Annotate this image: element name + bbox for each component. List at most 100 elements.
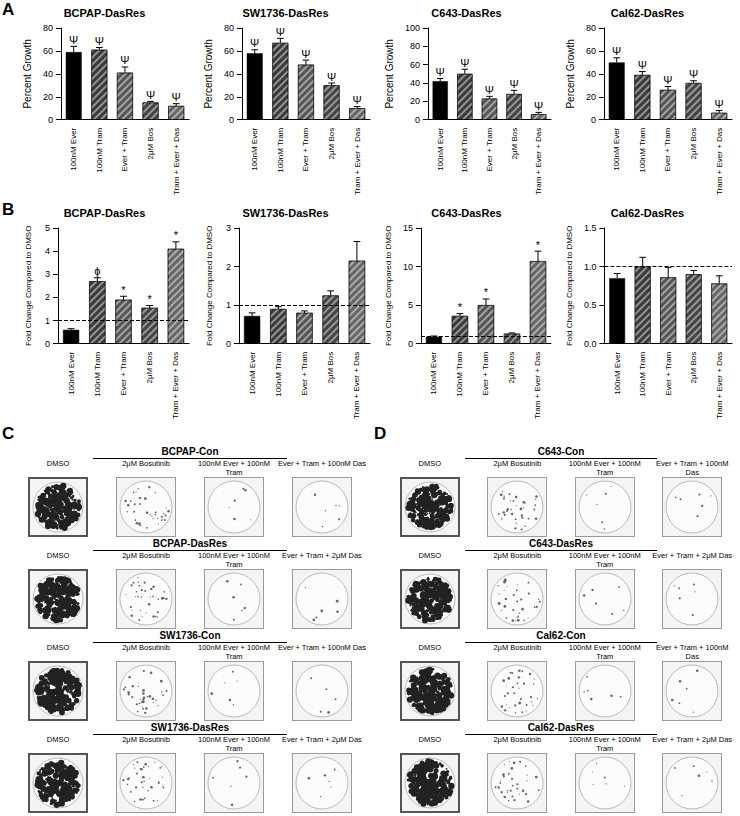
svg-text:Percent Growth: Percent Growth [22,39,33,108]
svg-text:Ψ: Ψ [276,26,285,38]
svg-text:2μM Bos: 2μM Bos [689,128,698,160]
svg-text:Ever + Tram: Ever + Tram [301,127,310,171]
svg-text:100nM Ever: 100nM Ever [436,127,445,170]
svg-text:3: 3 [226,223,231,233]
svg-text:5: 5 [45,223,50,233]
svg-text:Ψ: Ψ [120,54,129,66]
svg-text:100nM Ever: 100nM Ever [613,351,622,394]
svg-text:100nM Ever: 100nM Ever [67,351,76,394]
svg-text:Ψ: Ψ [612,45,621,57]
svg-text:0.0: 0.0 [584,339,597,349]
svg-text:0.5: 0.5 [584,300,597,310]
svg-text:Ψ: Ψ [95,35,104,47]
svg-text:1.5: 1.5 [584,223,597,233]
svg-text:SW1736-DasRes: SW1736-DasRes [242,7,328,19]
svg-text:2μM Bos: 2μM Bos [146,128,155,160]
svg-text:100nM Ever: 100nM Ever [250,127,259,170]
svg-text:40: 40 [586,69,596,79]
svg-text:C643-DasRes: C643-DasRes [431,207,501,219]
svg-text:2μM Bos: 2μM Bos [326,352,335,384]
svg-text:Tram + Ever + Das: Tram + Ever + Das [715,128,724,195]
svg-text:*: * [458,301,463,313]
svg-text:Ψ: Ψ [327,71,336,83]
svg-text:60: 60 [224,46,234,56]
svg-text:Ever + Tram: Ever + Tram [663,127,672,171]
svg-text:*: * [536,239,541,251]
svg-text:3: 3 [45,269,50,279]
svg-text:100nM Tram: 100nM Tram [95,127,104,172]
svg-text:Ψ: Ψ [534,100,543,112]
svg-text:Ψ: Ψ [172,91,181,103]
svg-text:ϕ: ϕ [94,265,100,277]
svg-text:2: 2 [45,292,50,302]
svg-text:60: 60 [43,46,53,56]
svg-text:60: 60 [586,46,596,56]
svg-text:Tram + Ever + Das: Tram + Ever + Das [172,128,181,195]
svg-text:2μM Bos: 2μM Bos [689,352,698,384]
svg-text:40: 40 [410,78,420,88]
svg-text:Ψ: Ψ [663,74,672,86]
svg-text:80: 80 [410,41,420,51]
svg-text:100nM Ever: 100nM Ever [429,351,438,394]
svg-text:4: 4 [45,246,50,256]
svg-text:40: 40 [224,69,234,79]
svg-text:Ψ: Ψ [460,57,469,69]
svg-text:Cal62-DasRes: Cal62-DasRes [611,207,684,219]
svg-text:100nM Tram: 100nM Tram [276,127,285,172]
svg-text:20: 20 [410,96,420,106]
svg-text:2μM Bos: 2μM Bos [507,352,516,384]
svg-text:2μM Bos: 2μM Bos [145,352,154,384]
svg-text:Cal62-DasRes: Cal62-DasRes [611,7,684,19]
svg-text:100nM Tram: 100nM Tram [93,351,102,396]
svg-text:Tram + Ever + Das: Tram + Ever + Das [715,352,724,419]
svg-text:Percent Growth: Percent Growth [384,39,395,108]
svg-text:100nM Tram: 100nM Tram [460,127,469,172]
svg-text:2μM Bos: 2μM Bos [510,128,519,160]
svg-text:Tram + Ever + Das: Tram + Ever + Das [171,352,180,419]
svg-text:Ψ: Ψ [353,94,362,106]
svg-text:0: 0 [48,115,53,125]
svg-text:100nM Tram: 100nM Tram [638,351,647,396]
svg-text:*: * [121,284,126,296]
svg-text:C643-DasRes: C643-DasRes [431,7,501,19]
svg-text:Percent Growth: Percent Growth [203,39,214,108]
svg-text:Fold Change Compared to DMSO: Fold Change Compared to DMSO [24,226,33,347]
svg-text:10: 10 [403,262,413,272]
svg-text:Ever + Tram: Ever + Tram [120,127,129,171]
svg-text:100nM Tram: 100nM Tram [455,351,464,396]
svg-text:Ever + Tram: Ever + Tram [664,351,673,395]
svg-text:*: * [484,286,489,298]
svg-text:0: 0 [591,115,596,125]
svg-text:Ψ: Ψ [689,68,698,80]
svg-text:0: 0 [229,115,234,125]
svg-text:Tram + Ever + Das: Tram + Ever + Das [352,352,361,419]
svg-text:BCPAP-DasRes: BCPAP-DasRes [64,207,146,219]
svg-text:20: 20 [224,92,234,102]
svg-text:100nM Ever: 100nM Ever [248,351,257,394]
svg-text:15: 15 [403,223,413,233]
svg-text:Fold Change Compared to DMSO: Fold Change Compared to DMSO [384,226,393,347]
svg-text:Ever + Tram: Ever + Tram [485,127,494,171]
svg-text:SW1736-DasRes: SW1736-DasRes [242,207,328,219]
svg-text:Ψ: Ψ [301,48,310,60]
svg-text:1: 1 [45,316,50,326]
svg-text:Ψ: Ψ [146,89,155,101]
svg-text:100: 100 [405,23,420,33]
svg-text:Ψ: Ψ [715,98,724,110]
svg-text:100nM Ever: 100nM Ever [612,127,621,170]
svg-text:Ever + Tram: Ever + Tram [119,351,128,395]
svg-text:2: 2 [226,262,231,272]
svg-text:BCPAP-DasRes: BCPAP-DasRes [64,7,146,19]
svg-text:Ψ: Ψ [638,59,647,71]
svg-text:Ψ: Ψ [69,34,78,46]
svg-text:100nM Tram: 100nM Tram [638,127,647,172]
svg-text:Fold Change Compared to DMSO: Fold Change Compared to DMSO [205,226,214,347]
svg-text:1: 1 [226,300,231,310]
svg-text:Ψ: Ψ [485,84,494,96]
svg-text:Ever + Tram: Ever + Tram [300,351,309,395]
svg-text:Tram + Ever + Das: Tram + Ever + Das [353,128,362,195]
svg-text:1.0: 1.0 [584,262,597,272]
svg-text:60: 60 [410,60,420,70]
svg-text:Ψ: Ψ [436,66,445,78]
svg-text:100nM Tram: 100nM Tram [274,351,283,396]
